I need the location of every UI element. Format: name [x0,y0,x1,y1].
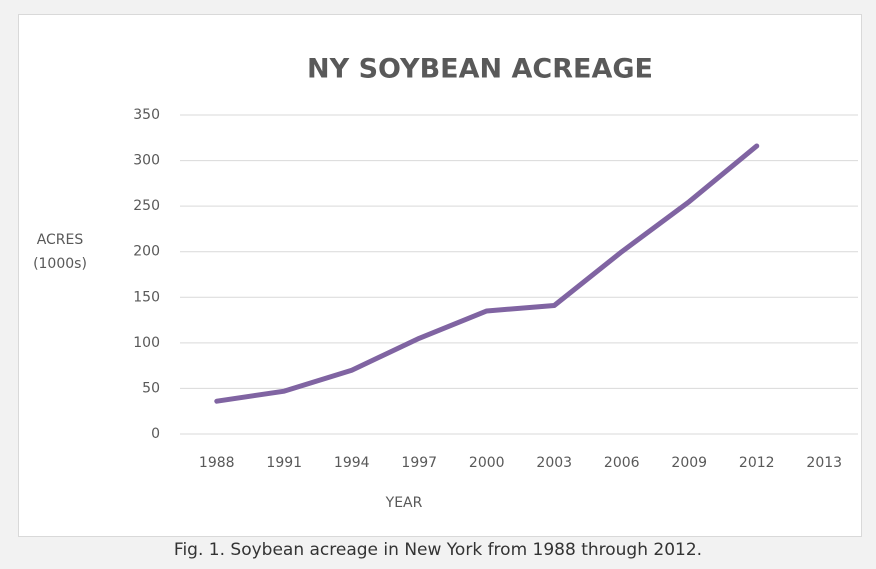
y-axis-label: ACRES (1000s) [33,232,87,272]
x-tick-label: 1997 [401,455,437,471]
caption: Fig. 1. Soybean acreage in New York from… [173,540,703,560]
y-tick-label: 200 [133,244,160,260]
y-tick-label: 100 [133,335,160,351]
x-tick-label: 2003 [536,455,572,471]
y-tick-label: 50 [142,380,160,396]
y-tick-label: 350 [133,107,160,123]
x-tick-label: 2000 [469,455,505,471]
y-tick-label: 150 [133,289,160,305]
x-tick-label: 1991 [266,455,302,471]
x-tick-label: 2012 [739,455,775,471]
chart-panel [18,14,862,537]
x-axis-label: YEAR [385,495,423,511]
y-tick-label: 0 [151,426,160,442]
x-tick-label: 2013 [806,455,842,471]
x-tick-label: 1994 [334,455,370,471]
x-tick-label: 2006 [604,455,640,471]
x-tick-label: 1988 [199,455,235,471]
data-line [214,143,760,404]
y-tick-label: 250 [133,198,160,214]
y-tick-label: 300 [133,153,160,169]
x-tick-label: 2009 [671,455,707,471]
chart-title: NY SOYBEAN ACREAGE [307,54,653,85]
